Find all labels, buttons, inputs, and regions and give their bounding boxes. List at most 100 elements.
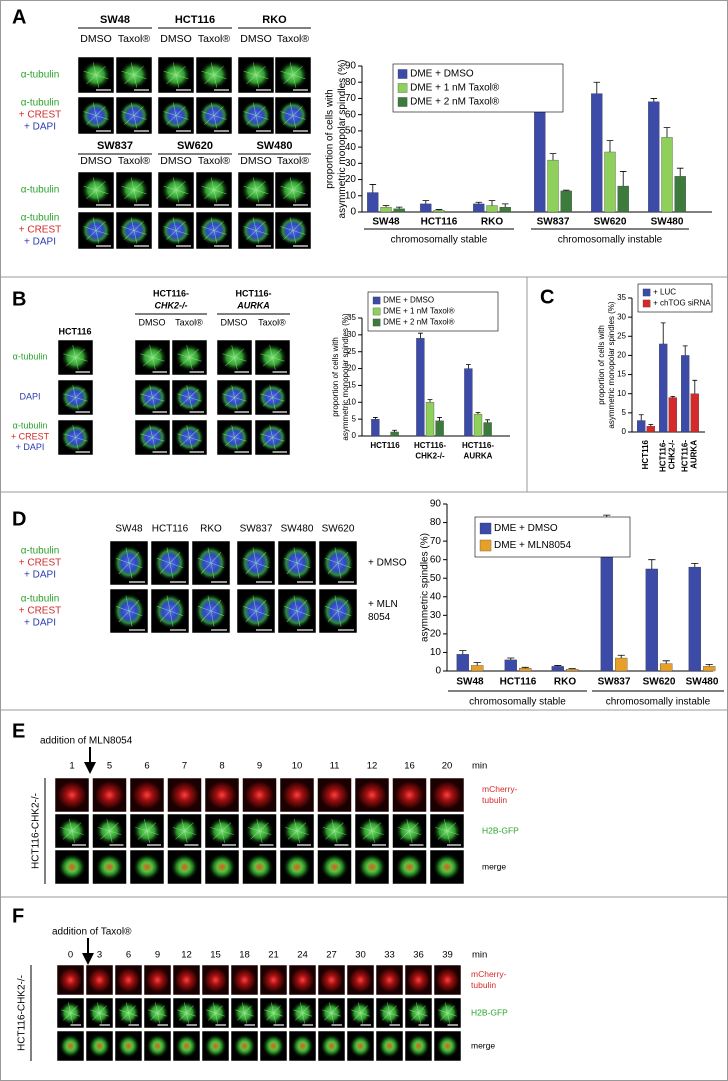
legend-swatch — [479, 522, 492, 535]
spindle-fiber — [438, 1009, 448, 1014]
spindle-fiber — [293, 595, 298, 612]
spindle-fiber — [213, 115, 218, 129]
group-label: chromosomally instable — [606, 697, 711, 708]
spindle-fiber — [207, 595, 212, 612]
spindle-fiber — [252, 62, 257, 76]
spindle-fiber — [133, 180, 144, 191]
y-tick-label: 20 — [617, 351, 626, 360]
treatment: DMSO — [80, 155, 112, 167]
spindle-fiber — [128, 1012, 138, 1017]
spindle-fiber — [416, 1002, 419, 1014]
spindle-fiber — [260, 433, 273, 438]
spindle-fiber — [331, 1005, 339, 1014]
stain-label: + CREST — [19, 606, 62, 617]
spindle-fiber — [213, 65, 224, 76]
y-tick-label: 35 — [617, 293, 626, 302]
treatment: DMSO — [221, 317, 248, 327]
cell — [395, 853, 424, 881]
spindle-fiber — [172, 102, 177, 116]
spindle-fiber — [184, 822, 194, 832]
spindle-fiber — [197, 606, 212, 612]
spindle-fiber — [382, 1012, 390, 1021]
cell — [378, 968, 401, 992]
spindle-fiber — [201, 226, 215, 231]
error-bar — [638, 414, 644, 421]
spindle-fiber — [353, 1012, 361, 1021]
cell-line: HCT116- — [235, 288, 271, 298]
spindle-fiber — [234, 348, 244, 358]
channel-label: H2B-GFP — [482, 825, 519, 835]
spindle-fiber — [124, 230, 135, 240]
treatment: Taxol® — [258, 317, 286, 327]
spindle-fiber — [210, 610, 225, 616]
spindle-fiber — [215, 1012, 225, 1017]
treatment: Taxol® — [175, 317, 203, 327]
spindle-fiber — [418, 1012, 421, 1024]
spindle-fiber — [272, 388, 282, 398]
spindle-fiber — [95, 65, 106, 76]
spindle-fiber — [292, 189, 297, 203]
error-bar — [466, 364, 471, 369]
spindle-fiber — [63, 433, 76, 438]
spindle-fiber — [175, 230, 180, 244]
time-label: 21 — [268, 950, 279, 961]
spindle-fiber — [242, 606, 257, 612]
bar — [617, 185, 629, 213]
spindle-fiber — [272, 357, 276, 370]
spindle-fiber — [360, 1012, 370, 1017]
channel-label: tubulin — [482, 795, 507, 805]
spindle-fiber — [121, 1012, 129, 1021]
spindle-fiber — [292, 115, 297, 129]
spindle-fiber — [234, 388, 244, 398]
spindle-fiber — [445, 1002, 448, 1014]
bar — [688, 566, 701, 672]
y-tick-label: 60 — [430, 554, 442, 565]
cell — [262, 1034, 285, 1058]
spindle-fiber — [133, 115, 147, 120]
spindle-fiber — [255, 115, 269, 120]
spindle-fiber — [175, 221, 186, 231]
cell — [357, 781, 387, 809]
spindle-fiber — [296, 610, 311, 616]
error-bar — [562, 189, 570, 191]
error-bar — [705, 664, 713, 667]
error-bar — [418, 332, 423, 339]
legend-box — [637, 283, 713, 313]
error-bar — [692, 379, 698, 394]
bar — [648, 101, 660, 213]
spindle-fiber — [124, 115, 135, 125]
spindle-fiber — [175, 106, 186, 116]
spindle-fiber — [189, 357, 202, 362]
spindle-fiber — [186, 345, 190, 358]
cell — [175, 1034, 198, 1058]
spindle-fiber — [172, 827, 185, 832]
spindle-fiber — [95, 74, 100, 88]
spindle-fiber — [272, 437, 276, 450]
spindle-fiber — [197, 558, 212, 564]
spindle-fiber — [296, 552, 308, 564]
cell — [349, 968, 372, 992]
error-bar — [475, 201, 483, 204]
spindle-fiber — [83, 226, 97, 231]
bar — [416, 338, 425, 437]
spindle-fiber — [175, 230, 189, 235]
spindle-fiber — [155, 1002, 158, 1014]
spindle-fiber — [283, 115, 294, 125]
y-tick-label: 80 — [345, 77, 357, 88]
x-tick-label: AURKA — [464, 452, 493, 461]
cell — [59, 968, 82, 992]
time-label: 16 — [404, 761, 415, 772]
x-tick-label: CHK2-/- — [415, 452, 445, 461]
spindle-fiber — [169, 610, 184, 616]
spindle-fiber — [243, 226, 257, 231]
stain-label: α-tubulin — [21, 70, 60, 81]
spindle-fiber — [140, 353, 153, 358]
bar — [519, 668, 532, 672]
cell — [175, 968, 198, 992]
spindle-fiber — [237, 1012, 245, 1021]
stain-label: DAPI — [19, 391, 40, 401]
treatment: DMSO — [160, 33, 192, 45]
spindle-fiber — [86, 189, 97, 200]
spindle-fiber — [95, 74, 109, 80]
spindle-fiber — [149, 385, 153, 398]
